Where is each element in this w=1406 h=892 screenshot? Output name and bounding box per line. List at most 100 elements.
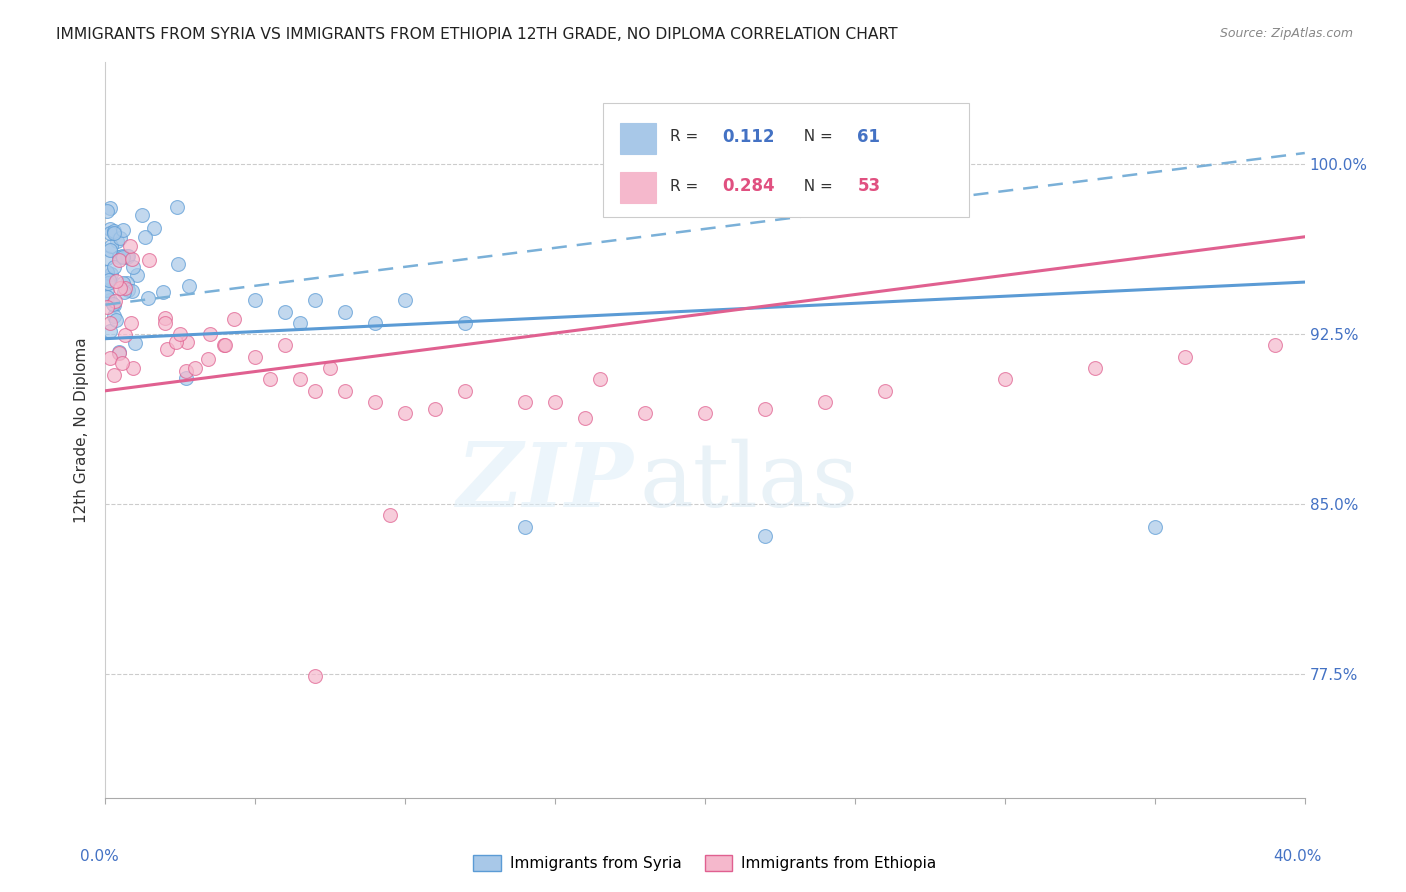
- Point: [259, 372, 281, 386]
- Point: [101, 296, 124, 310]
- Point: [994, 372, 1017, 386]
- Point: [179, 279, 201, 293]
- Point: [222, 312, 245, 326]
- Point: [112, 277, 135, 291]
- Point: [142, 220, 165, 235]
- Point: [98, 293, 121, 307]
- Point: [114, 327, 136, 342]
- Point: [153, 311, 176, 326]
- Point: [454, 384, 477, 398]
- Point: [121, 284, 143, 298]
- Point: [152, 285, 174, 299]
- Point: [754, 401, 776, 416]
- Point: [166, 200, 188, 214]
- Point: [290, 372, 312, 386]
- Point: [589, 372, 612, 386]
- Point: [120, 316, 142, 330]
- Text: 0.284: 0.284: [721, 178, 775, 195]
- Point: [155, 316, 177, 330]
- Point: [96, 290, 118, 304]
- Point: [103, 368, 125, 382]
- Point: [214, 338, 236, 352]
- Point: [304, 384, 326, 398]
- Text: 0.0%: 0.0%: [80, 849, 120, 863]
- Point: [96, 283, 118, 297]
- Point: [111, 223, 134, 237]
- Point: [364, 316, 387, 330]
- Point: [122, 360, 145, 375]
- Point: [335, 384, 357, 398]
- Point: [200, 327, 222, 342]
- Point: [114, 281, 136, 295]
- Bar: [620, 123, 657, 153]
- Point: [103, 224, 125, 238]
- Point: [111, 356, 134, 370]
- Point: [335, 304, 357, 318]
- Point: [98, 324, 121, 338]
- Point: [108, 253, 131, 268]
- Point: [174, 364, 197, 378]
- Point: [120, 238, 142, 252]
- Point: [98, 221, 121, 235]
- Point: [136, 291, 159, 305]
- Point: [197, 352, 219, 367]
- Point: [873, 384, 896, 398]
- Point: [115, 249, 138, 263]
- Point: [96, 203, 118, 218]
- Text: IMMIGRANTS FROM SYRIA VS IMMIGRANTS FROM ETHIOPIA 12TH GRADE, NO DIPLOMA CORRELA: IMMIGRANTS FROM SYRIA VS IMMIGRANTS FROM…: [56, 27, 898, 42]
- Point: [97, 276, 120, 290]
- Point: [98, 226, 121, 240]
- Point: [380, 508, 402, 523]
- Text: 53: 53: [858, 178, 880, 195]
- Point: [814, 395, 837, 409]
- Point: [131, 209, 153, 223]
- Point: [105, 234, 128, 248]
- Point: [184, 361, 207, 376]
- Point: [104, 294, 127, 309]
- Point: [105, 312, 128, 326]
- Point: [695, 406, 717, 420]
- Point: [122, 260, 145, 274]
- Point: [364, 395, 387, 409]
- Point: [454, 316, 477, 330]
- Point: [176, 370, 198, 384]
- Point: [176, 335, 198, 350]
- Point: [515, 519, 537, 533]
- Point: [1264, 338, 1286, 352]
- Point: [98, 271, 121, 285]
- Y-axis label: 12th Grade, No Diploma: 12th Grade, No Diploma: [75, 337, 90, 524]
- Point: [290, 316, 312, 330]
- Point: [100, 239, 122, 253]
- Point: [103, 260, 125, 275]
- Point: [138, 252, 160, 267]
- Text: ZIP: ZIP: [457, 439, 633, 525]
- Point: [112, 285, 135, 300]
- Point: [104, 274, 127, 288]
- Point: [169, 327, 191, 342]
- Point: [544, 395, 567, 409]
- Point: [634, 406, 657, 420]
- Point: [1084, 361, 1107, 376]
- Point: [166, 257, 188, 271]
- Point: [574, 411, 596, 425]
- Point: [394, 406, 416, 420]
- Text: Source: ZipAtlas.com: Source: ZipAtlas.com: [1219, 27, 1353, 40]
- Legend: Immigrants from Syria, Immigrants from Ethiopia: Immigrants from Syria, Immigrants from E…: [467, 849, 943, 878]
- Text: 0.112: 0.112: [721, 128, 775, 145]
- Point: [108, 345, 131, 359]
- Point: [96, 251, 118, 265]
- Point: [117, 283, 139, 297]
- Point: [245, 293, 267, 308]
- Point: [165, 334, 187, 349]
- Point: [96, 301, 118, 315]
- Text: atlas: atlas: [640, 438, 858, 525]
- Text: N =: N =: [794, 178, 838, 194]
- Point: [117, 276, 139, 290]
- Point: [319, 361, 342, 376]
- Point: [110, 281, 132, 295]
- Point: [156, 342, 179, 356]
- Point: [97, 273, 120, 287]
- Point: [108, 250, 131, 264]
- Bar: [620, 172, 657, 203]
- Point: [98, 351, 121, 365]
